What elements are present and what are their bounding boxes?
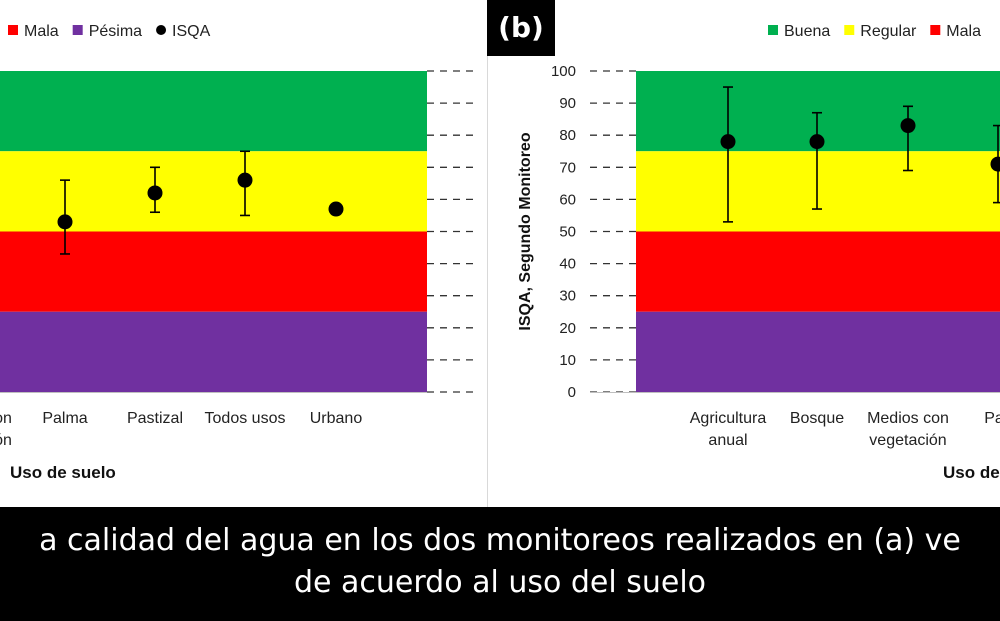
x-tick-label: Medios con bbox=[867, 410, 949, 427]
legend-swatch bbox=[768, 25, 778, 35]
legend-label: Buena bbox=[784, 23, 830, 40]
x-tick-label: Agricultura bbox=[690, 410, 767, 427]
panel-tag-b: (b) bbox=[487, 0, 555, 56]
legend-label: Pésima bbox=[89, 23, 142, 40]
band-mala bbox=[636, 231, 1000, 312]
y-tick-label: 90 bbox=[559, 95, 576, 112]
legend-swatch bbox=[930, 25, 941, 35]
x-axis-title: Uso de bbox=[943, 463, 1000, 482]
y-tick-label: 50 bbox=[559, 224, 576, 241]
y-axis-title: ISQA, Segundo Monitoreo bbox=[517, 132, 534, 330]
band-pesima bbox=[0, 311, 427, 392]
y-tick-label: 100 bbox=[551, 63, 576, 80]
data-point bbox=[237, 172, 253, 188]
x-tick-label: ón bbox=[0, 432, 12, 449]
x-tick-label: Pastizal bbox=[127, 410, 183, 427]
panel-divider bbox=[487, 0, 488, 507]
data-point bbox=[147, 185, 163, 201]
band-regular bbox=[636, 151, 1000, 232]
y-tick-label: 80 bbox=[559, 127, 576, 144]
data-point bbox=[57, 214, 73, 230]
x-tick-label: Bosque bbox=[790, 410, 844, 427]
band-pesima bbox=[636, 311, 1000, 392]
x-tick-label: Urbano bbox=[310, 410, 363, 427]
x-tick-label: vegetación bbox=[869, 432, 946, 449]
y-tick-label: 30 bbox=[559, 288, 576, 305]
data-point bbox=[809, 134, 825, 150]
legend-swatch bbox=[8, 25, 18, 35]
caption-line-1: a calidad del agua en los dos monitoreos… bbox=[39, 523, 961, 558]
legend-swatch bbox=[72, 25, 83, 35]
chart-panel-a: on ón Palma Pastizal Todos usos Urbano Uso de … bbox=[0, 0, 487, 507]
band-mala bbox=[0, 231, 427, 312]
y-tick-label: 10 bbox=[559, 352, 576, 369]
y-tick-label: 70 bbox=[559, 159, 576, 176]
x-tick-label: Todos usos bbox=[205, 410, 286, 427]
chart-a-svg: on ón Palma Pastizal Todos usos Urbano Uso de … bbox=[0, 23, 475, 482]
x-tick-label: Palı bbox=[984, 410, 1000, 427]
legend-marker-isqa bbox=[156, 25, 167, 35]
y-tick-label: 0 bbox=[568, 384, 576, 401]
figure-caption: a calidad del agua en los dos monitoreos… bbox=[0, 507, 1000, 621]
legend-label: Mala bbox=[24, 23, 59, 40]
x-tick-label: Palma bbox=[42, 410, 87, 427]
x-tick-label: on bbox=[0, 410, 12, 427]
data-point bbox=[328, 201, 344, 217]
y-tick-label: 60 bbox=[559, 191, 576, 208]
x-axis-title: Uso de suelo bbox=[10, 463, 116, 482]
chart-b-svg: 0 10 20 30 40 50 60 70 80 90 100 ISQA, Segundo Moni… bbox=[517, 23, 1000, 482]
band-buena bbox=[0, 71, 427, 152]
y-tick-label: 40 bbox=[559, 256, 576, 273]
data-point bbox=[990, 156, 1000, 172]
caption-line-2: de acuerdo al uso del suelo bbox=[293, 565, 707, 600]
legend-swatch bbox=[844, 25, 855, 35]
legend-label: Mala bbox=[946, 23, 981, 40]
data-point bbox=[720, 134, 736, 150]
data-point bbox=[900, 118, 916, 134]
x-tick-label: anual bbox=[708, 432, 747, 449]
chart-panel-b: 0 10 20 30 40 50 60 70 80 90 100 ISQA, Segundo Moni… bbox=[488, 0, 1000, 507]
legend-label: Regular bbox=[860, 23, 917, 40]
legend-label: ISQA bbox=[172, 23, 211, 40]
y-tick-label: 20 bbox=[559, 320, 576, 337]
